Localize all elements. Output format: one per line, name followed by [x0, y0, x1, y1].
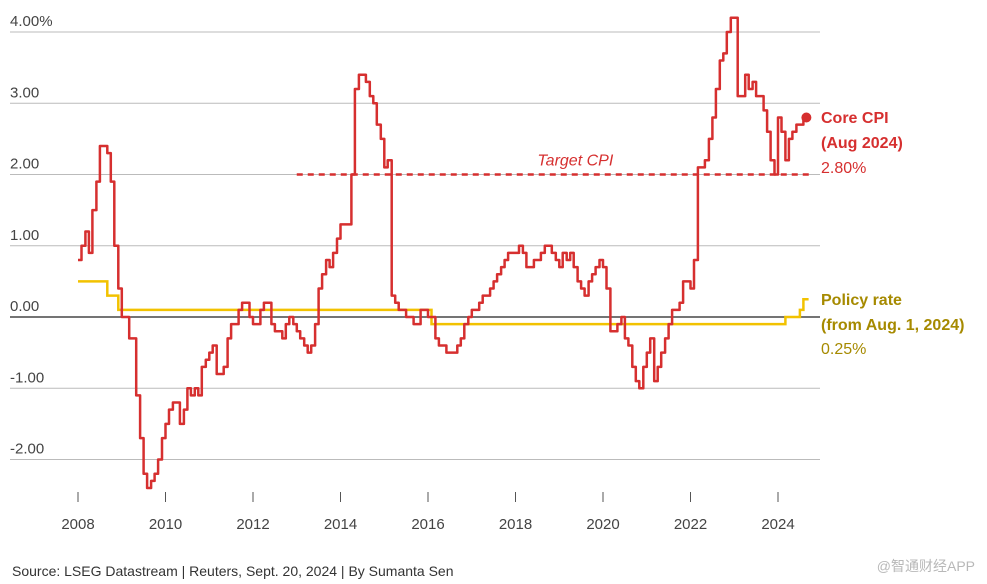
y-tick-labels: -2.00 -1.00 0.00 1.00 2.00 3.00 4.00%	[10, 13, 53, 458]
core-cpi-endpoint	[801, 112, 812, 123]
policy-rate-label-title: Policy rate	[821, 292, 902, 309]
x-tick-label: 2016	[411, 516, 444, 533]
policy-rate-label-date: (from Aug. 1, 2024)	[821, 317, 964, 334]
x-tick-label: 2024	[761, 516, 794, 533]
x-axis: 2008 2010 2012 2014 2016 2018 2020 2022 2024	[61, 492, 795, 533]
y-tick-label: -1.00	[10, 369, 44, 386]
y-tick-label: 4.00%	[10, 13, 53, 30]
policy-rate-label-value: 0.25%	[821, 341, 866, 358]
x-tick-label: 2020	[586, 516, 619, 533]
x-tick-label: 2012	[236, 516, 269, 533]
y-tick-label: 1.00	[10, 227, 39, 244]
y-tick-label: -2.00	[10, 441, 44, 458]
core-cpi-label-title: Core CPI	[821, 110, 889, 127]
gridlines	[10, 31, 820, 460]
y-tick-label: 3.00	[10, 84, 39, 101]
y-tick-label: 0.00	[10, 298, 39, 315]
x-tick-label: 2022	[674, 516, 707, 533]
target-cpi-label: Target CPI	[537, 153, 613, 170]
watermark: @智通财经APP	[876, 558, 975, 574]
source-footer: Source: LSEG Datastream | Reuters, Sept.…	[12, 563, 454, 579]
x-tick-label: 2018	[499, 516, 532, 533]
core-cpi-label-date: (Aug 2024)	[821, 135, 903, 152]
policy-rate-line	[78, 280, 809, 326]
x-tick-label: 2010	[149, 516, 182, 533]
x-tick-label: 2008	[61, 516, 94, 533]
y-tick-label: 2.00	[10, 156, 39, 173]
x-tick-label: 2014	[324, 516, 357, 533]
core-cpi-label-value: 2.80%	[821, 160, 866, 177]
core-cpi-line	[78, 16, 805, 490]
